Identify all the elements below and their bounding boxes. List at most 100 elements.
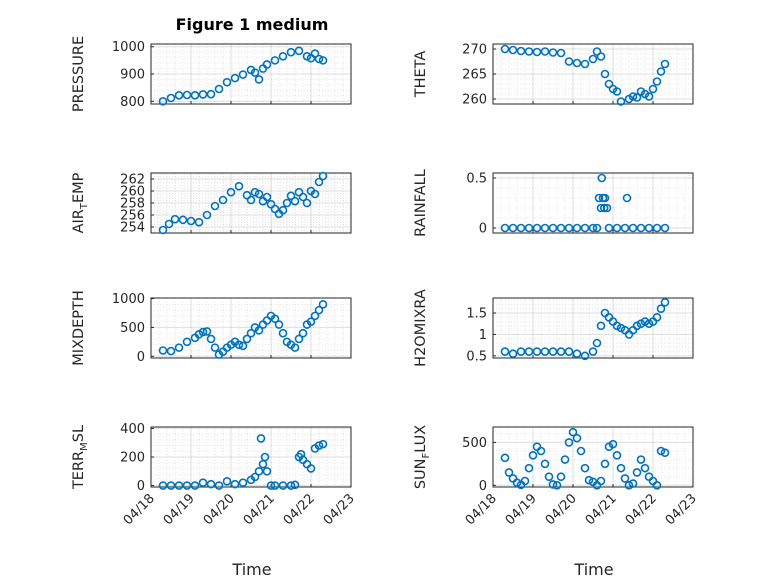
data-point <box>556 472 566 482</box>
data-point <box>166 346 176 356</box>
data-point <box>580 351 590 361</box>
y-tick-label: 0.5 <box>466 349 487 364</box>
data-point <box>318 300 328 309</box>
data-point <box>656 67 666 76</box>
data-point <box>599 203 609 213</box>
y-tick-label: 256 <box>120 209 145 224</box>
data-point <box>190 481 200 490</box>
data-point <box>210 343 220 352</box>
data-point <box>182 481 192 490</box>
data-point <box>302 51 312 61</box>
data-point <box>628 223 638 233</box>
data-point <box>596 203 606 213</box>
y-tick-label: 500 <box>462 436 487 451</box>
data-point <box>556 48 566 58</box>
data-point <box>580 59 590 69</box>
data-point <box>190 90 200 100</box>
data-point <box>632 93 642 102</box>
data-point <box>254 75 264 84</box>
x-axis-label-right: Time <box>573 560 613 579</box>
data-point <box>504 468 514 477</box>
data-point <box>230 479 240 489</box>
y-tick-label: 265 <box>462 68 487 83</box>
data-point <box>194 217 204 227</box>
data-point <box>270 56 280 65</box>
subplot-7: 0 200 400 TERRMSL 04/18 04/19 04/20 04/21 04/22 0… <box>71 422 358 528</box>
data-point <box>274 320 284 329</box>
data-point <box>246 328 256 338</box>
data-point <box>644 223 654 233</box>
data-point <box>178 215 188 225</box>
data-point <box>256 434 266 443</box>
data-point <box>540 47 550 56</box>
data-point <box>222 476 232 486</box>
data-point <box>572 349 582 359</box>
data-point <box>254 466 264 476</box>
y-tick-label: 260 <box>462 93 487 108</box>
y-tick-label: 270 <box>462 43 487 58</box>
data-point <box>656 446 666 456</box>
data-point <box>500 453 510 463</box>
y-axis-label: RAINFALL <box>413 169 429 237</box>
data-point <box>576 446 586 456</box>
data-point <box>648 84 658 94</box>
data-point <box>528 450 538 460</box>
y-tick-label: 262 <box>120 173 145 188</box>
data-point <box>536 446 546 456</box>
data-point <box>552 480 562 490</box>
data-point <box>214 481 224 490</box>
data-point <box>636 223 646 233</box>
data-point <box>242 334 252 344</box>
data-point <box>254 189 264 199</box>
data-point <box>524 463 534 473</box>
y-axis-label: TERRMSL <box>71 425 90 490</box>
y-tick-label: 500 <box>120 321 145 336</box>
data-point <box>588 54 598 64</box>
data-point <box>294 334 304 344</box>
data-point <box>170 214 180 224</box>
data-point <box>318 171 328 181</box>
data-point <box>158 481 168 490</box>
data-point <box>616 97 626 106</box>
data-point <box>584 475 594 485</box>
data-point <box>262 466 272 476</box>
data-point <box>186 216 196 226</box>
data-point <box>282 198 292 208</box>
data-point <box>616 463 626 473</box>
data-point <box>516 223 526 233</box>
data-point <box>652 312 662 322</box>
x-tick-label: 04/23 <box>321 491 358 528</box>
data-point <box>608 439 618 449</box>
data-point <box>540 223 550 233</box>
y-tick-label: 200 <box>120 451 145 466</box>
data-point <box>568 427 578 437</box>
data-point <box>588 223 598 233</box>
data-point <box>612 450 622 460</box>
data-point <box>290 480 300 490</box>
data-point <box>532 223 542 233</box>
data-point <box>314 305 324 315</box>
y-tick-label: 1000 <box>112 40 145 55</box>
data-point <box>597 173 607 183</box>
y-axis-label: PRESSURE <box>71 36 87 112</box>
data-point <box>314 441 324 450</box>
data-point <box>572 223 582 233</box>
data-point <box>166 93 176 103</box>
y-tick-label: 258 <box>120 197 145 212</box>
data-point <box>600 459 610 469</box>
data-point <box>266 481 276 490</box>
y-tick-label: 0 <box>479 222 487 237</box>
data-point <box>306 317 316 326</box>
data-point <box>500 223 510 233</box>
data-point <box>166 481 176 490</box>
data-point <box>182 90 192 100</box>
data-point <box>234 181 244 191</box>
data-point <box>516 347 526 356</box>
data-point <box>628 92 638 101</box>
data-point <box>660 448 670 458</box>
data-point <box>238 478 248 488</box>
data-point <box>158 96 168 106</box>
data-point <box>222 77 232 87</box>
data-point <box>540 459 550 469</box>
data-point <box>556 347 566 356</box>
